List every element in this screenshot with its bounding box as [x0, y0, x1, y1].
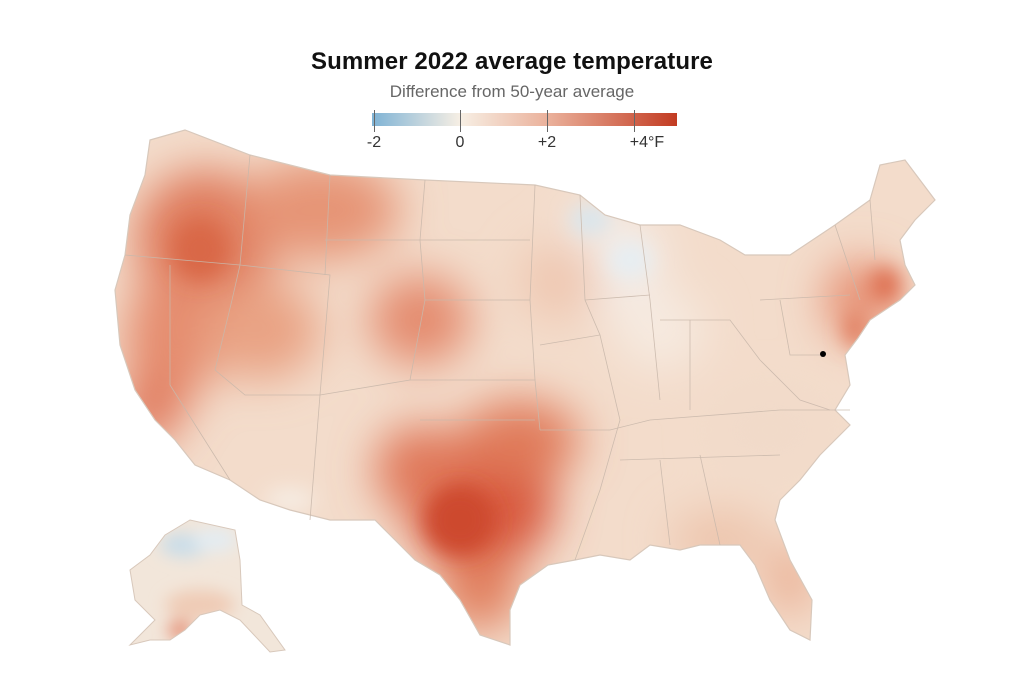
chart-title: Summer 2022 average temperature: [311, 48, 713, 75]
legend-tick: [634, 110, 635, 132]
legend-tick: [547, 110, 548, 132]
legend-tick-label-pos2: +2: [537, 134, 557, 151]
legend-gradient-bar: [372, 113, 677, 126]
chart-subtitle: Difference from 50-year average: [389, 82, 635, 101]
state-borders: [124, 154, 876, 561]
alaska: [128, 519, 286, 653]
legend-tick: [460, 110, 461, 132]
color-legend: -2 0 +2 +4°F: [367, 110, 677, 160]
legend-tick: [374, 110, 375, 132]
legend-tick-label-0: 0: [455, 134, 465, 151]
dc-marker: [820, 351, 826, 357]
legend-tick-label-pos4: +4°F: [629, 134, 665, 151]
legend-tick-label-neg2: -2: [366, 134, 382, 151]
